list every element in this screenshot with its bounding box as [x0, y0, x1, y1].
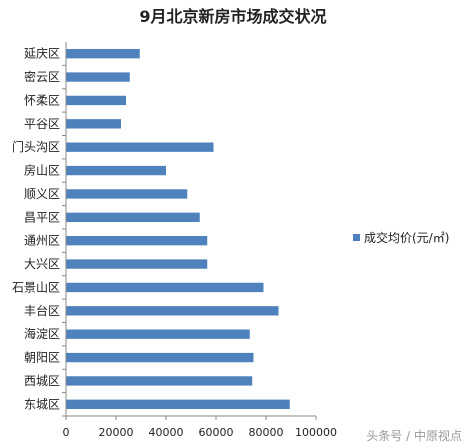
bar-6 [66, 189, 188, 199]
category-label-3: 平谷区 [24, 117, 60, 131]
bar-5 [66, 165, 166, 176]
category-label-11: 丰台区 [24, 303, 60, 318]
category-label-4: 门头沟区 [12, 139, 60, 154]
category-label-14: 西城区 [24, 374, 60, 388]
bar-1 [66, 72, 130, 82]
x-tick-label-4: 80000 [249, 426, 284, 439]
category-label-5: 房山区 [24, 163, 60, 178]
category-label-8: 通州区 [24, 234, 60, 248]
category-labels: 延庆区密云区怀柔区平谷区门头沟区房山区顺义区昌平区通州区大兴区石景山区丰台区海淀… [12, 47, 66, 417]
watermark-text: 头条号 / 中原视点 [366, 428, 462, 443]
x-tick-label-5: 100000 [295, 426, 337, 439]
bar-12 [66, 329, 250, 339]
chart-title: 9月北京新房市场成交状况 [139, 7, 326, 26]
category-label-15: 东城区 [24, 397, 60, 411]
legend-swatch [353, 234, 360, 241]
bar-7 [66, 212, 200, 222]
bar-9 [66, 259, 208, 269]
bar-14 [66, 376, 253, 386]
bar-8 [66, 236, 208, 246]
legend: 成交均价(元/㎡) [353, 230, 449, 245]
category-label-12: 海淀区 [24, 326, 60, 341]
bar-0 [66, 49, 140, 59]
category-label-10: 石景山区 [12, 280, 60, 294]
category-label-9: 大兴区 [24, 257, 60, 271]
category-label-1: 密云区 [24, 69, 60, 84]
bar-4 [66, 142, 214, 152]
x-tick-label-2: 40000 [149, 426, 184, 439]
bar-10 [66, 282, 264, 293]
category-label-6: 顺义区 [24, 187, 60, 201]
category-label-2: 怀柔区 [24, 93, 60, 107]
bar-15 [66, 399, 290, 409]
x-tick-label-3: 60000 [199, 426, 234, 439]
category-label-13: 朝阳区 [24, 351, 60, 365]
bar-13 [66, 352, 254, 363]
category-label-7: 昌平区 [24, 210, 60, 224]
bars-group [66, 49, 290, 409]
legend-label: 成交均价(元/㎡) [364, 230, 449, 245]
bar-2 [66, 95, 126, 106]
bar-3 [66, 119, 121, 129]
x-tick-labels: 0 20000 40000 60000 80000 100000 [63, 416, 337, 439]
x-tick-label-1: 20000 [99, 426, 134, 439]
x-tick-label-0: 0 [63, 426, 70, 439]
bar-11 [66, 306, 279, 316]
category-label-0: 延庆区 [24, 47, 60, 61]
